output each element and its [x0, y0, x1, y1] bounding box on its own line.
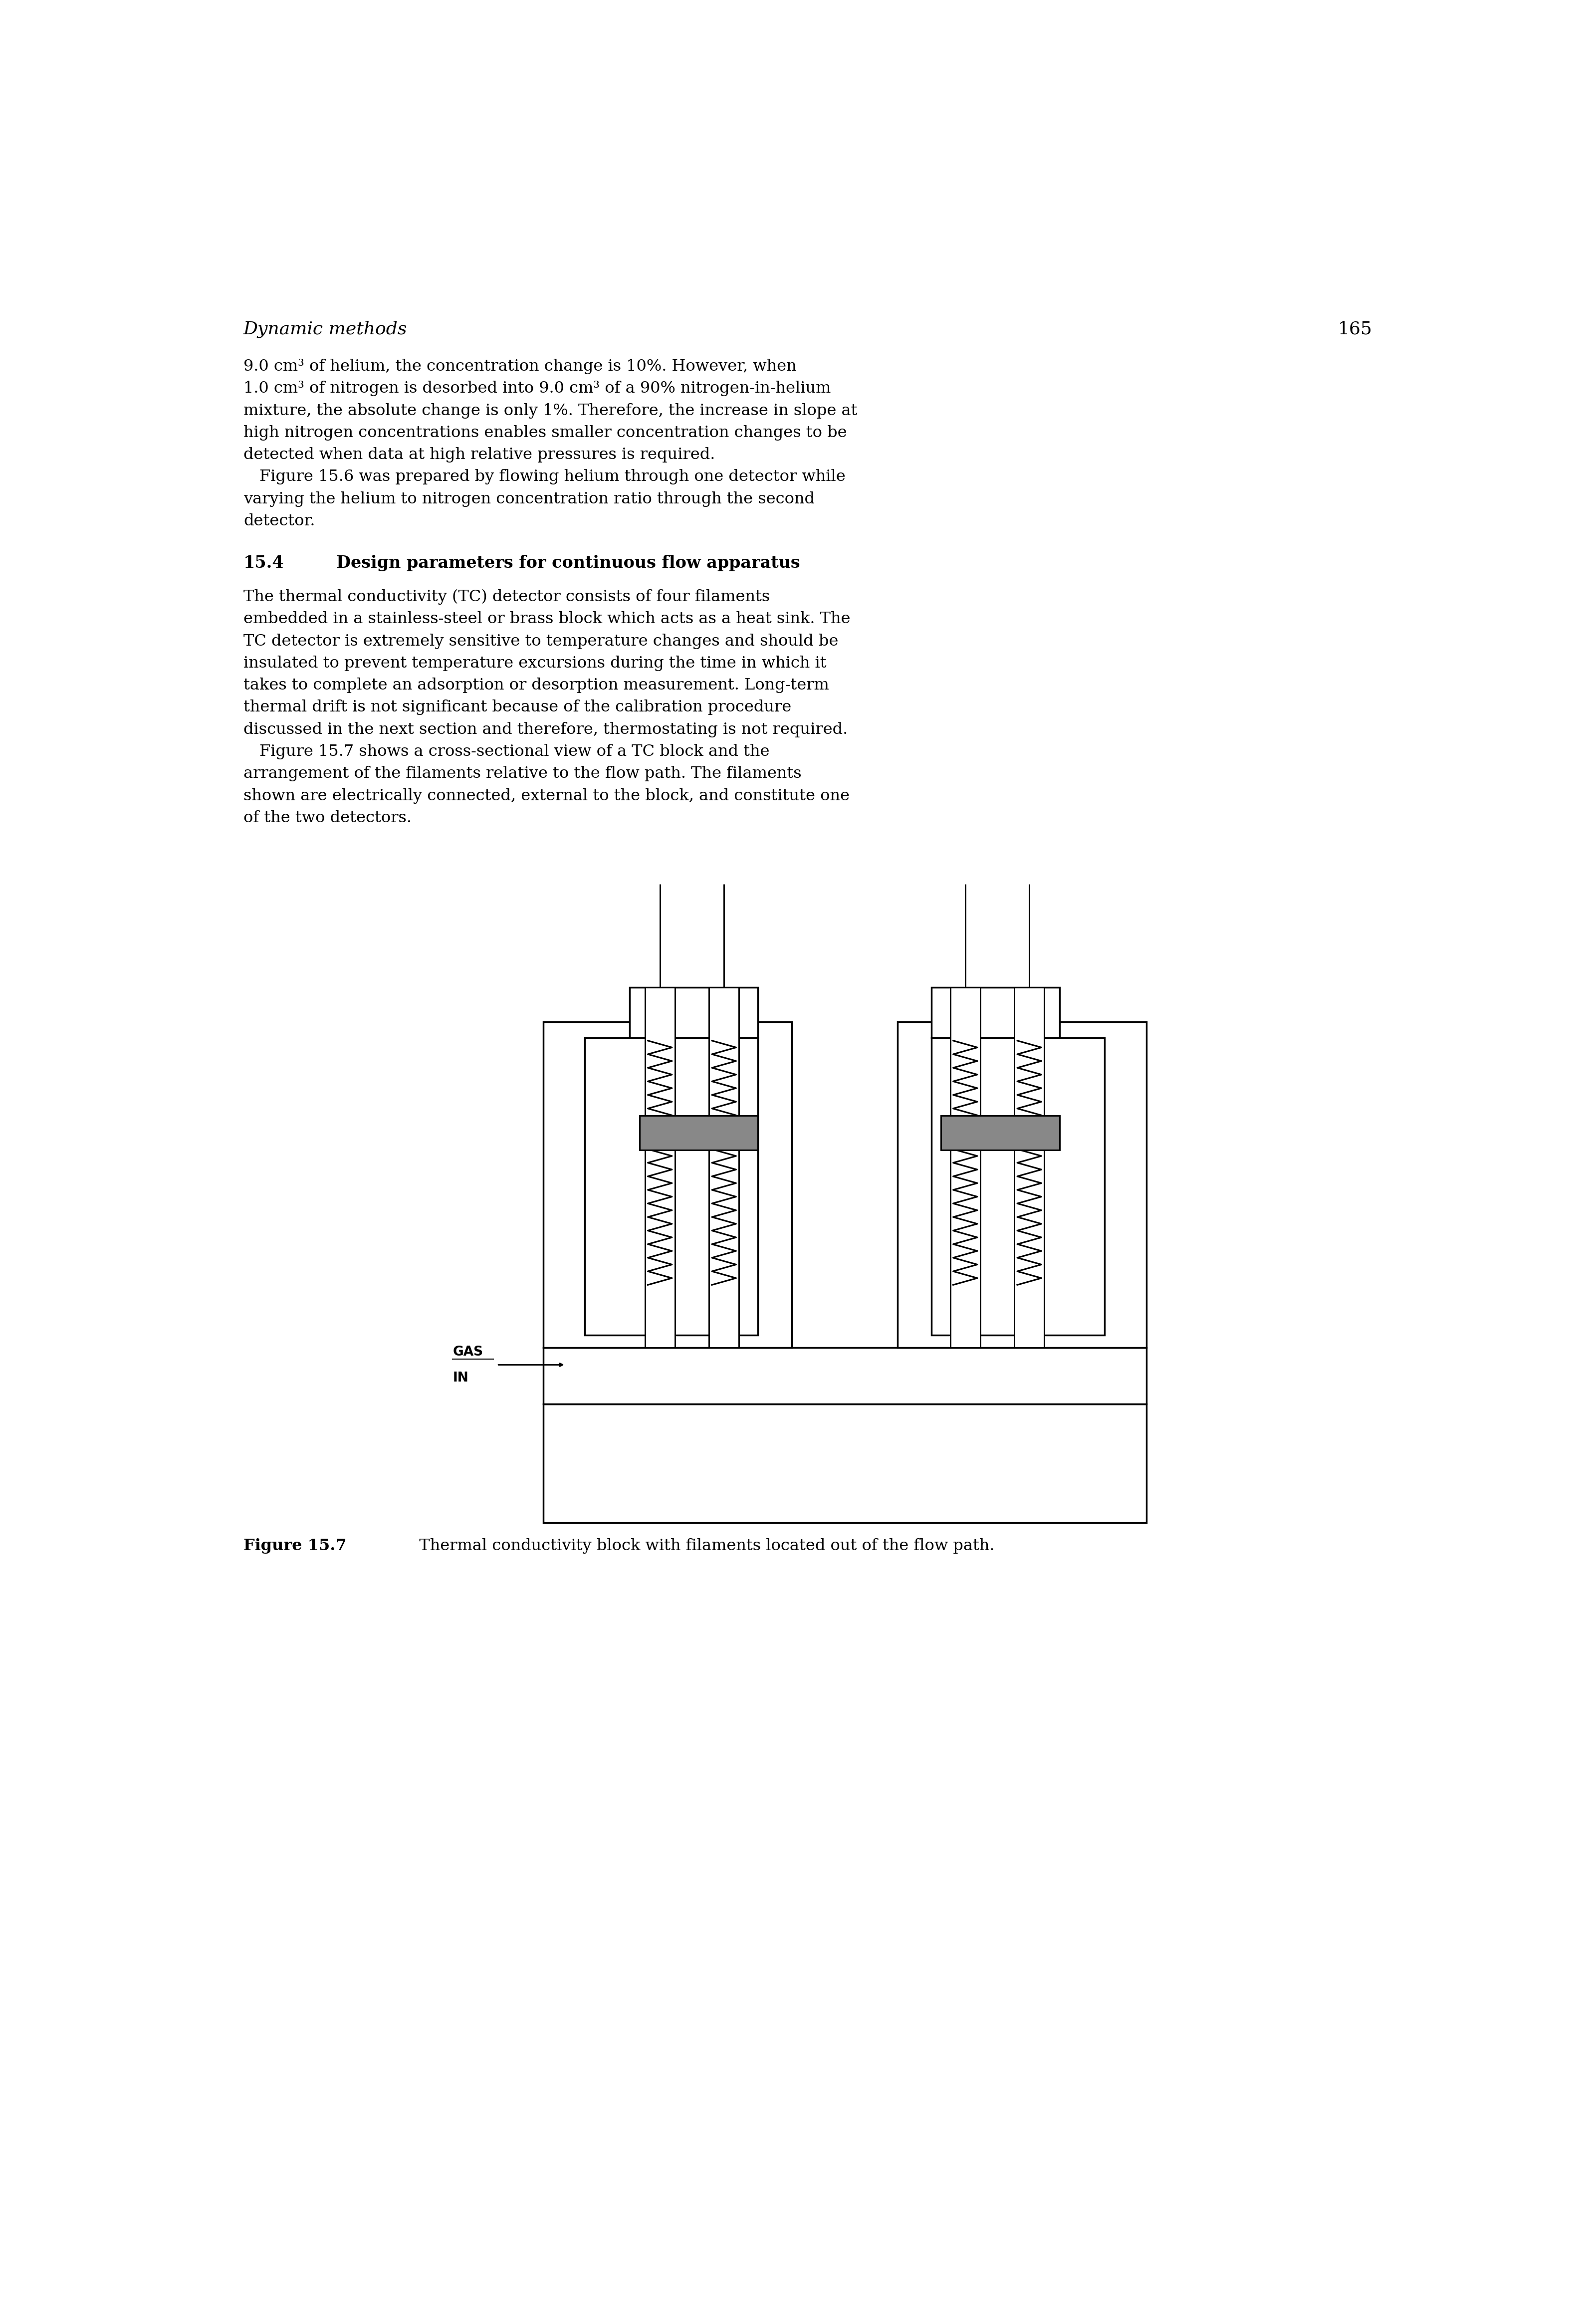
Bar: [585, 1037, 758, 1334]
Text: 1.0 cm³ of nitrogen is desorbed into 9.0 cm³ of a 90% nitrogen-in-helium: 1.0 cm³ of nitrogen is desorbed into 9.0…: [243, 381, 831, 397]
Bar: [1015, 988, 1045, 1348]
Text: of the two detectors.: of the two detectors.: [243, 811, 411, 825]
Text: Dynamic methods: Dynamic methods: [243, 321, 407, 337]
Text: embedded in a stainless-steel or brass block which acts as a heat sink. The: embedded in a stainless-steel or brass b…: [243, 611, 851, 627]
Text: 165: 165: [1338, 321, 1373, 337]
Bar: [544, 1348, 1146, 1404]
Bar: [709, 988, 739, 1348]
Text: Figure 15.6 was prepared by flowing helium through one detector while: Figure 15.6 was prepared by flowing heli…: [243, 469, 845, 486]
Text: mixture, the absolute change is only 1%. Therefore, the increase in slope at: mixture, the absolute change is only 1%.…: [243, 402, 857, 418]
Text: 15.4: 15.4: [243, 555, 284, 572]
Text: Figure 15.7: Figure 15.7: [243, 1538, 347, 1555]
Text: high nitrogen concentrations enables smaller concentration changes to be: high nitrogen concentrations enables sma…: [243, 425, 846, 442]
Bar: [630, 988, 758, 1037]
Bar: [640, 1116, 758, 1150]
Text: shown are electrically connected, external to the block, and constitute one: shown are electrically connected, extern…: [243, 788, 849, 804]
Bar: [931, 1037, 1105, 1334]
Text: insulated to prevent temperature excursions during the time in which it: insulated to prevent temperature excursi…: [243, 655, 826, 672]
Text: detected when data at high relative pressures is required.: detected when data at high relative pres…: [243, 446, 716, 462]
Text: 9.0 cm³ of helium, the concentration change is 10%. However, when: 9.0 cm³ of helium, the concentration cha…: [243, 358, 796, 374]
Bar: [897, 1023, 1146, 1348]
Bar: [544, 1023, 791, 1348]
Bar: [941, 1116, 1059, 1150]
Text: GAS: GAS: [452, 1346, 484, 1360]
Text: arrangement of the filaments relative to the flow path. The filaments: arrangement of the filaments relative to…: [243, 767, 802, 781]
Text: Figure 15.7 shows a cross-sectional view of a TC block and the: Figure 15.7 shows a cross-sectional view…: [243, 744, 769, 760]
Text: TC detector is extremely sensitive to temperature changes and should be: TC detector is extremely sensitive to te…: [243, 634, 838, 648]
Text: The thermal conductivity (TC) detector consists of four filaments: The thermal conductivity (TC) detector c…: [243, 590, 769, 604]
Bar: [931, 988, 1059, 1037]
Bar: [645, 988, 675, 1348]
Text: Thermal conductivity block with filaments located out of the flow path.: Thermal conductivity block with filament…: [403, 1538, 994, 1555]
Text: takes to complete an adsorption or desorption measurement. Long-term: takes to complete an adsorption or desor…: [243, 679, 829, 693]
Text: Design parameters for continuous flow apparatus: Design parameters for continuous flow ap…: [336, 555, 801, 572]
Text: thermal drift is not significant because of the calibration procedure: thermal drift is not significant because…: [243, 700, 791, 716]
Text: IN: IN: [452, 1371, 468, 1385]
Text: detector.: detector.: [243, 514, 315, 530]
Bar: [544, 1404, 1146, 1522]
Text: varying the helium to nitrogen concentration ratio through the second: varying the helium to nitrogen concentra…: [243, 490, 815, 507]
Bar: [950, 988, 980, 1348]
Text: discussed in the next section and therefore, thermostating is not required.: discussed in the next section and theref…: [243, 723, 848, 737]
